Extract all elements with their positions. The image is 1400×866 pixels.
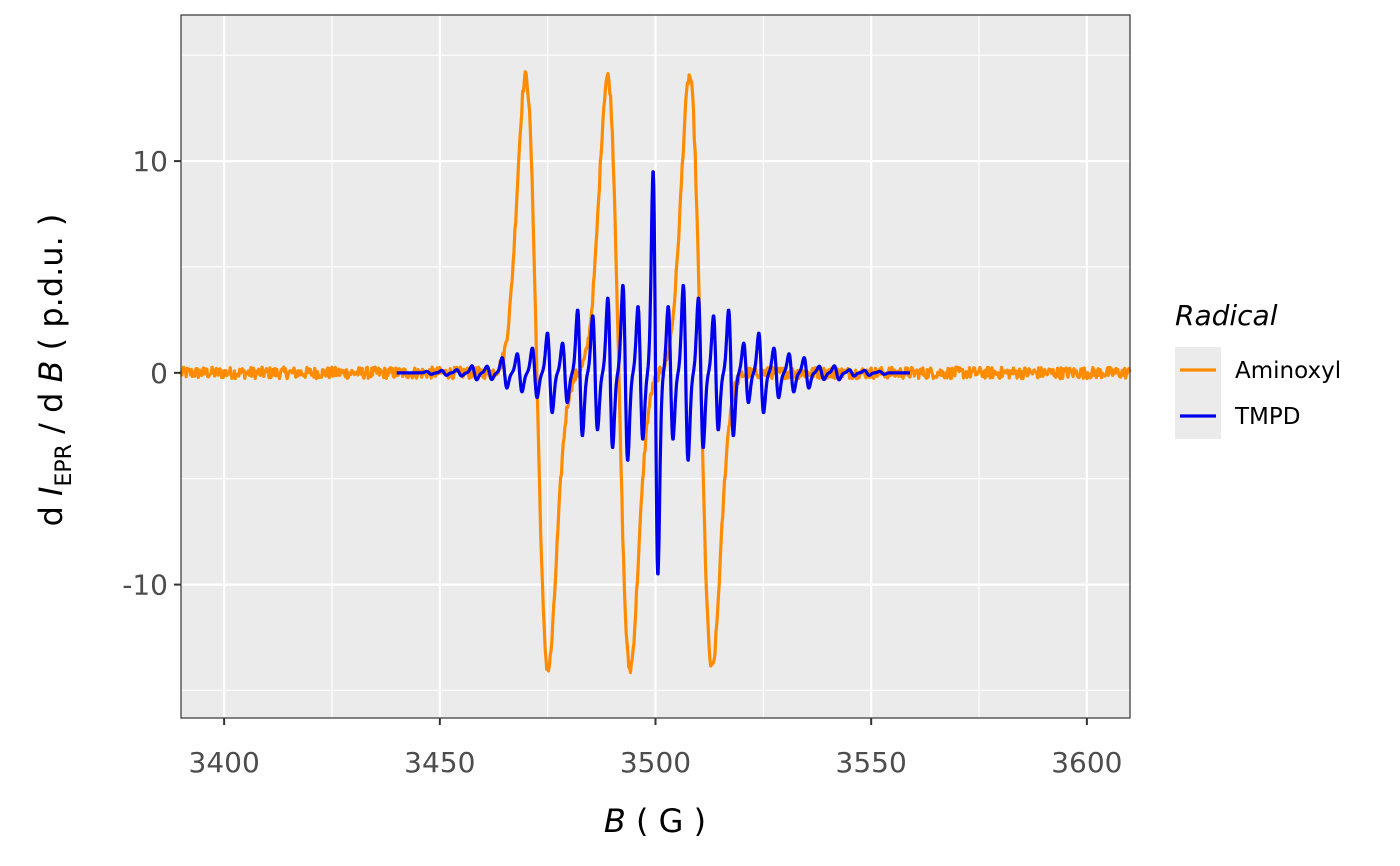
x-tick-label: 3400 — [189, 746, 260, 779]
x-tick-label: 3600 — [1051, 746, 1122, 779]
series-line-tmpd — [395, 170, 912, 576]
y-tick-label: 10 — [132, 145, 168, 178]
x-axis-ticks: 3400 3450 3500 3550 3600 — [189, 718, 1122, 779]
legend-label-tmpd: TMPD — [1234, 404, 1300, 430]
series-layer — [179, 70, 1132, 675]
y-tick-label: 0 — [150, 357, 168, 390]
y-axis-ticks: 10 0 -10 — [122, 145, 181, 602]
svg-text:d IEPR / d B ( p.d.u. ): d IEPR / d B ( p.d.u. ) — [32, 214, 77, 527]
legend: Radical Aminoxyl TMPD — [1175, 299, 1341, 439]
legend-title: Radical — [1175, 299, 1278, 332]
legend-label-aminoxyl: Aminoxyl — [1235, 358, 1341, 384]
x-axis-title: B ( G ) — [604, 802, 706, 840]
y-tick-label: -10 — [122, 569, 168, 602]
y-axis-title: d IEPR / d B ( p.d.u. ) — [32, 214, 77, 527]
x-tick-label: 3550 — [836, 746, 907, 779]
x-tick-label: 3450 — [404, 746, 475, 779]
x-tick-label: 3500 — [620, 746, 691, 779]
